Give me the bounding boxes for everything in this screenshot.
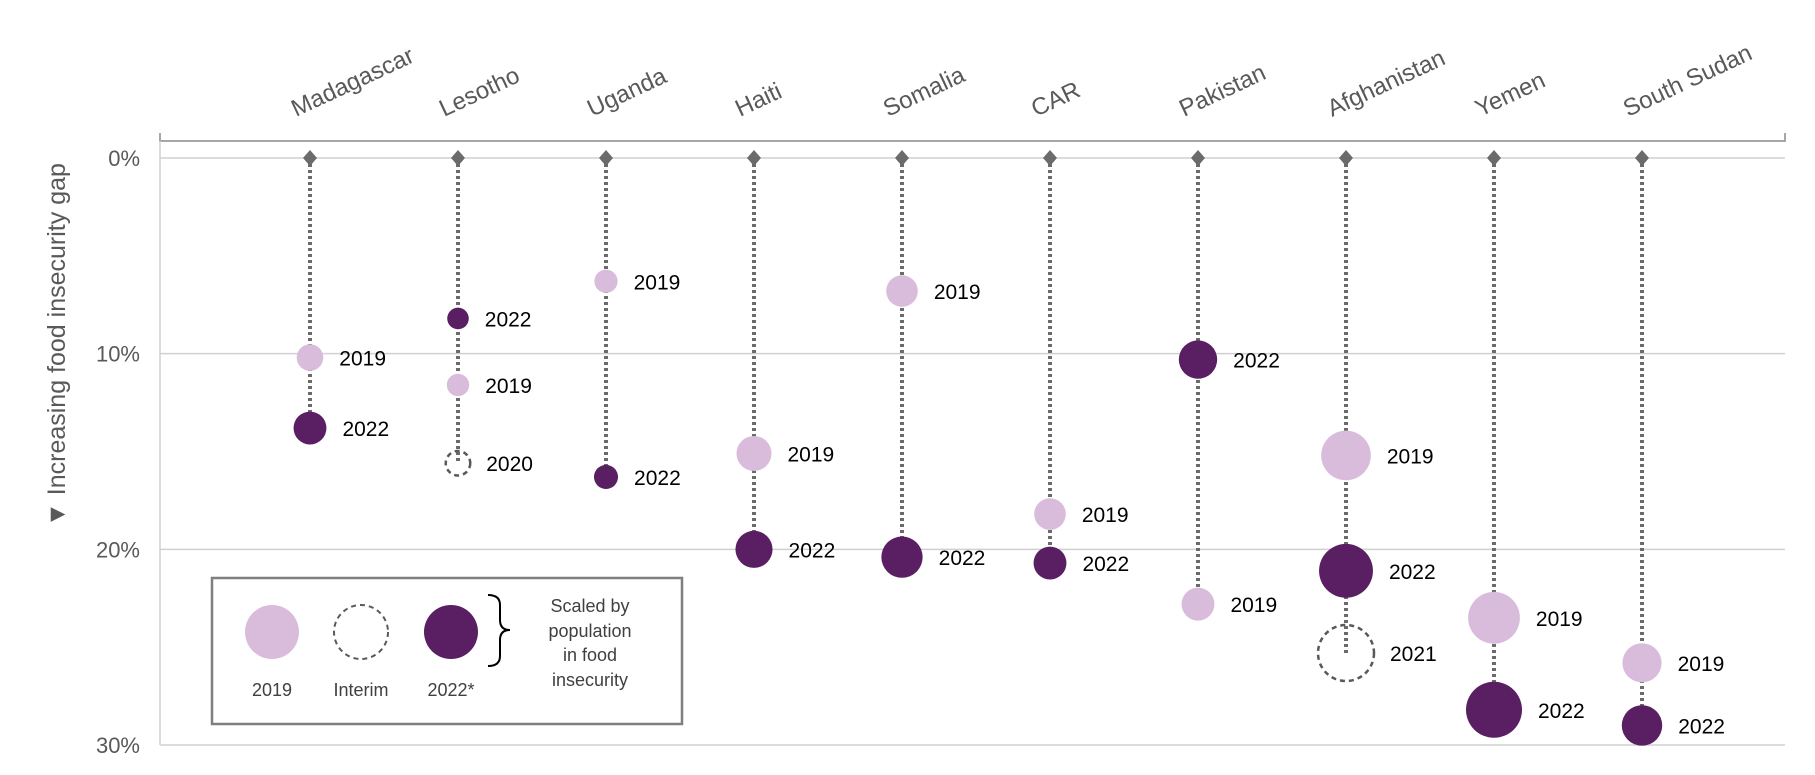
origin-marker-car — [1043, 150, 1057, 166]
point-label-car-2022: 2022 — [1082, 553, 1129, 576]
legend: 2019 Interim 2022* Scaled by population … — [210, 576, 684, 726]
legend-marker-interim — [333, 604, 389, 660]
y-tick-label: 30% — [96, 733, 140, 758]
point-label-uganda-2022: 2022 — [634, 467, 681, 490]
category-label-haiti: Haiti — [731, 78, 786, 123]
point-label-pakistan-2019: 2019 — [1230, 594, 1277, 617]
point-pakistan-2022 — [1178, 340, 1218, 379]
point-label-uganda-2019: 2019 — [634, 271, 681, 294]
origin-marker-madagascar — [303, 150, 317, 166]
category-label-south-sudan: South Sudan — [1619, 39, 1756, 122]
origin-marker-afghanistan — [1339, 150, 1353, 166]
point-yemen-2019 — [1468, 591, 1520, 644]
legend-note-line-2: population — [548, 621, 631, 641]
point-label-haiti-2019: 2019 — [788, 443, 835, 466]
origin-marker-uganda — [599, 150, 613, 166]
point-label-car-2019: 2019 — [1082, 504, 1129, 527]
point-label-pakistan-2022: 2022 — [1233, 350, 1280, 373]
point-yemen-2022 — [1466, 681, 1522, 738]
point-somalia-2022 — [881, 536, 923, 578]
point-car-2022 — [1033, 546, 1067, 580]
legend-marker-2019 — [245, 605, 299, 659]
point-madagascar-2019 — [296, 344, 324, 371]
point-haiti-2019 — [736, 435, 772, 471]
point-label-somalia-2019: 2019 — [934, 281, 981, 304]
point-pakistan-2019 — [1181, 587, 1215, 621]
legend-marker-2022 — [424, 605, 478, 659]
origin-marker-yemen — [1487, 150, 1501, 166]
point-label-madagascar-2019: 2019 — [339, 348, 386, 371]
origin-marker-haiti — [747, 150, 761, 166]
y-tick-label: 20% — [96, 537, 140, 562]
origin-marker-somalia — [895, 150, 909, 166]
origin-marker-south-sudan — [1635, 150, 1649, 166]
legend-note-line-1: Scaled by — [550, 596, 629, 616]
point-label-haiti-2022: 2022 — [789, 539, 836, 562]
point-label-south-sudan-2019: 2019 — [1678, 653, 1725, 676]
category-label-madagascar: Madagascar — [287, 42, 418, 122]
grid-lines — [159, 133, 1786, 746]
category-label-afghanistan: Afghanistan — [1323, 44, 1449, 122]
origin-marker-pakistan — [1191, 150, 1205, 166]
point-label-afghanistan-2021: 2021 — [1390, 643, 1437, 666]
point-label-lesotho-2022: 2022 — [485, 308, 532, 331]
point-label-south-sudan-2022: 2022 — [1678, 715, 1725, 738]
legend-note-line-4: insecurity — [552, 670, 628, 690]
legend-brace — [487, 594, 511, 667]
point-south-sudan-2022 — [1621, 705, 1663, 746]
point-label-madagascar-2022: 2022 — [342, 418, 389, 441]
point-afghanistan-2022 — [1319, 543, 1373, 598]
legend-note-line-3: in food — [563, 645, 617, 665]
point-label-somalia-2022: 2022 — [939, 547, 986, 570]
point-afghanistan-2019 — [1321, 430, 1371, 481]
point-madagascar-2022 — [293, 411, 327, 445]
y-tick-labels: 0% 10% 20% 30% — [96, 146, 140, 758]
point-labels: 2019 2022 2022 2019 2020 2019 2022 2019 2022 2019… — [339, 271, 1725, 738]
point-afghanistan-2021 — [1316, 623, 1376, 683]
point-label-yemen-2022: 2022 — [1538, 700, 1585, 723]
point-haiti-2022 — [735, 530, 773, 568]
legend-label-2019: 2019 — [252, 680, 292, 700]
legend-label-interim: Interim — [333, 680, 388, 700]
point-south-sudan-2019 — [1622, 643, 1662, 683]
legend-label-2022: 2022* — [427, 680, 474, 700]
category-label-pakistan: Pakistan — [1175, 59, 1270, 122]
y-axis-label: ▼ Increasing food insecurity gap — [43, 163, 71, 527]
point-lesotho-2022 — [447, 307, 469, 330]
point-lesotho-2020 — [444, 449, 472, 477]
point-label-lesotho-2019: 2019 — [485, 375, 532, 398]
y-tick-label: 0% — [108, 146, 140, 171]
point-uganda-2022 — [593, 464, 619, 489]
category-labels: Madagascar Lesotho Uganda Haiti Somalia CAR Pa… — [287, 39, 1756, 122]
data-points — [293, 269, 1663, 746]
top-axis-line — [159, 133, 1786, 142]
point-uganda-2019 — [594, 269, 618, 293]
point-label-afghanistan-2019: 2019 — [1387, 445, 1434, 468]
point-label-yemen-2019: 2019 — [1536, 608, 1583, 631]
point-label-afghanistan-2022: 2022 — [1389, 561, 1436, 584]
point-label-lesotho-2020: 2020 — [486, 453, 533, 476]
category-label-lesotho: Lesotho — [435, 62, 524, 123]
category-label-somalia: Somalia — [879, 61, 970, 122]
point-somalia-2019 — [886, 275, 918, 307]
point-car-2019 — [1034, 498, 1066, 530]
category-label-car: CAR — [1027, 77, 1084, 123]
point-lesotho-2019 — [446, 373, 470, 397]
y-tick-label: 10% — [96, 342, 140, 367]
category-label-yemen: Yemen — [1471, 67, 1549, 123]
stems — [303, 150, 1649, 726]
origin-marker-lesotho — [451, 150, 465, 166]
category-label-uganda: Uganda — [583, 62, 671, 122]
